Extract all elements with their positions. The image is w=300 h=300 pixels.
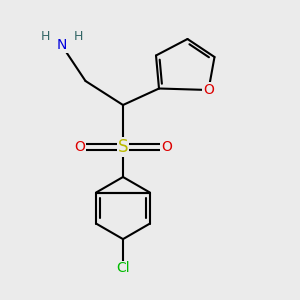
Text: N: N <box>56 38 67 52</box>
Text: O: O <box>74 140 85 154</box>
Text: O: O <box>161 140 172 154</box>
Text: H: H <box>73 30 83 43</box>
Text: Cl: Cl <box>116 262 130 275</box>
Text: O: O <box>203 83 214 97</box>
Text: H: H <box>40 30 50 43</box>
Text: S: S <box>118 138 128 156</box>
